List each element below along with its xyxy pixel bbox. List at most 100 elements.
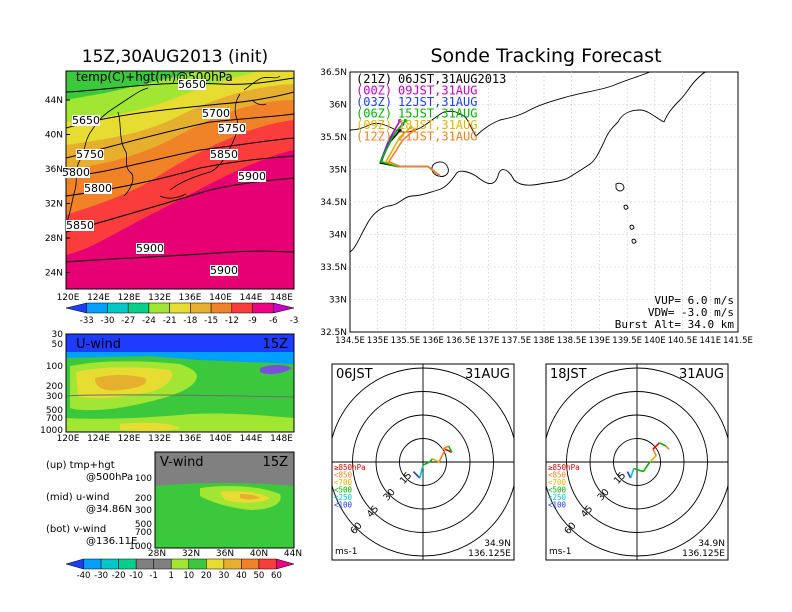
note-mid-1: (mid) u-wind <box>46 492 109 503</box>
hodograph-segment <box>659 442 667 447</box>
pressure-legend: ≥850hPa <box>548 463 580 472</box>
contour-label-bg <box>178 79 206 90</box>
init-title: 15Z,30AUG2013 (init) <box>82 47 268 67</box>
hodograph-segment <box>626 471 632 479</box>
contour-label-bg <box>202 108 230 119</box>
pressure-legend: <700 <box>548 478 567 487</box>
lat-tick-label: 32.5N <box>320 328 347 338</box>
legend-time: 12JST,31AUG <box>398 95 477 109</box>
lon-tick-label: 140.5E <box>668 336 698 346</box>
pressure-legend: <850 <box>548 471 567 480</box>
wind-colorbar-swatch <box>65 558 84 570</box>
wind-colorbar-swatch <box>188 558 207 570</box>
wind-colorbar-swatch <box>100 558 119 570</box>
pressure-tick-label: 700 <box>46 414 63 424</box>
colorbar-swatch <box>252 302 274 314</box>
note-up-2: @500hPa <box>86 472 133 483</box>
lat-tick-label: 36N <box>329 101 347 111</box>
hodograph-unit: ms-1 <box>549 547 571 557</box>
legend-time: 21JST,31AUG <box>398 130 477 144</box>
burst-point <box>409 125 413 130</box>
colorbar-swatch <box>190 302 212 314</box>
lon-tick-label: 141.5E <box>723 336 753 346</box>
lon-tick-label: 137E <box>478 336 500 346</box>
hodograph-unit: ms-1 <box>335 547 357 557</box>
hodograph-segment <box>419 465 424 479</box>
wind-colorbar-label: 20 <box>201 571 212 581</box>
lat-tick-label: 28N <box>45 234 63 244</box>
lon-tick-label: 138E <box>533 336 555 346</box>
wind-colorbar-swatch <box>153 558 172 570</box>
note-bot-2: @136.11E <box>86 536 137 547</box>
lat-tick-label: 40N <box>250 549 268 559</box>
contour-label-bg <box>66 220 94 231</box>
wind-colorbar-label: -20 <box>112 571 126 581</box>
lat-tick-label: 36N <box>216 549 234 559</box>
hodograph-date: 31AUG <box>679 367 724 382</box>
colorbar-label: -30 <box>101 316 115 326</box>
lon-tick-label: 137.5E <box>501 336 531 346</box>
colorbar-swatch <box>86 302 108 314</box>
vdw-readout: VDW= -3.0 m/s <box>648 306 734 319</box>
wind-colorbar-swatch <box>135 558 154 570</box>
lat-tick-label: 34N <box>329 231 347 241</box>
hodograph-lat: 34.9N <box>698 539 725 549</box>
pressure-legend: <250 <box>334 493 353 502</box>
note-up-1: (up) tmp+hgt <box>46 460 115 471</box>
wind-colorbar-label: -1 <box>149 571 157 581</box>
lat-tick-label: 33N <box>329 296 347 306</box>
legend-zone: (21Z) <box>356 72 392 86</box>
legend-zone: (12Z) <box>356 130 392 144</box>
burst-point <box>398 128 402 133</box>
wind-colorbar-label: -10 <box>129 571 143 581</box>
pressure-legend: <850 <box>334 471 353 480</box>
hodograph-segment <box>438 448 447 463</box>
pressure-tick-label: 200 <box>135 494 152 504</box>
burst-point <box>398 118 402 123</box>
hodograph-rings <box>332 364 514 560</box>
contour-label-bg <box>62 167 90 178</box>
hodograph-lon: 136.125E <box>468 549 511 559</box>
wind-colorbar-label: 60 <box>271 571 282 581</box>
hodograph-time: 06JST <box>336 367 373 382</box>
contour-label: 5800 <box>84 182 112 195</box>
legend-zone: (00Z) <box>356 84 392 98</box>
lon-tick-label: 124E <box>87 293 110 303</box>
u-wind-label: U-wind <box>76 337 121 352</box>
burst-point <box>403 118 408 123</box>
lon-tick-label: 148E <box>270 434 293 444</box>
note-bot-1: (bot) v-wind <box>46 524 106 535</box>
lon-tick-label: 140E <box>209 293 232 303</box>
wind-colorbar-swatch <box>258 558 277 570</box>
lon-tick-label: 141E <box>699 336 721 346</box>
lat-tick-label: 35.5N <box>320 133 347 143</box>
lon-tick-label: 124E <box>87 434 110 444</box>
colorbar-swatch <box>210 302 233 314</box>
contour-label-bg <box>76 149 104 160</box>
contour-label-bg <box>210 149 238 160</box>
wind-colorbar-swatch <box>276 558 295 570</box>
wind-colorbar-label: 50 <box>254 571 265 581</box>
wind-colorbar-label: 30 <box>218 571 229 581</box>
tracking-map: (21Z) 06JST,31AUG2013 (00Z) 09JST,31AUG (03Z… <box>320 68 753 346</box>
lon-tick-label: 140E <box>209 434 232 444</box>
pressure-tick-label: 100 <box>46 362 63 372</box>
lat-tick-label: 32N <box>182 549 200 559</box>
lat-tick-label: 28N <box>148 549 166 559</box>
lon-tick-label: 136.5E <box>446 336 476 346</box>
contour-label-bg <box>72 115 100 126</box>
hodograph-segment <box>633 467 644 473</box>
lat-tick-label: 33.5N <box>320 263 347 273</box>
contour-label-bg <box>84 183 112 194</box>
lon-tick-label: 138.5E <box>557 336 587 346</box>
contour-label: 5650 <box>178 78 206 91</box>
hodograph-time: 18JST <box>550 367 587 382</box>
hodograph-segment <box>652 442 660 450</box>
lon-tick-label: 132E <box>148 293 171 303</box>
v-wind-time: 15Z <box>263 455 289 470</box>
hodograph-segment <box>665 445 670 450</box>
